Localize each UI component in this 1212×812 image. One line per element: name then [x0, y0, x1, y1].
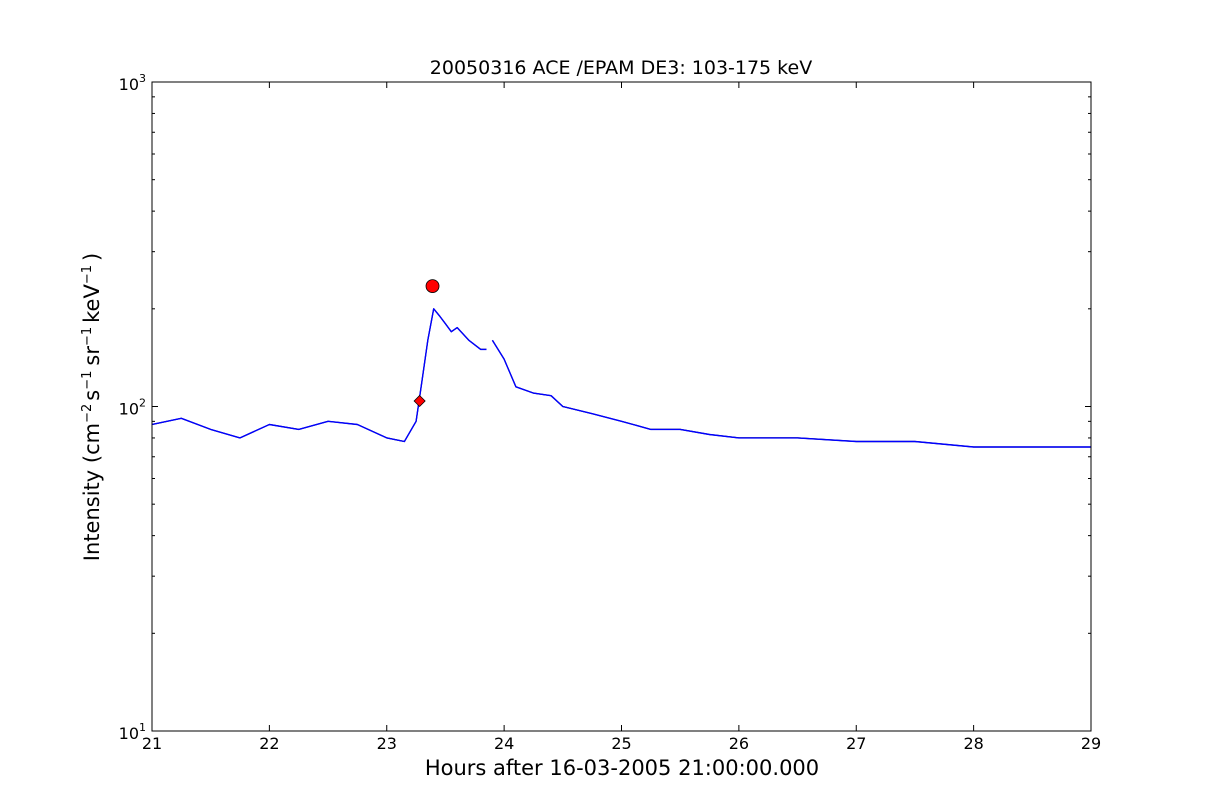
- x-tick-label: 27: [846, 734, 866, 753]
- series-smoothed-line-0: [152, 308, 487, 443]
- y-label-suffix: ): [80, 253, 104, 261]
- y-tick-exponent: 1: [139, 721, 146, 734]
- y-label-exp3: −1: [80, 327, 95, 346]
- x-tick-label: 23: [377, 734, 397, 753]
- x-axis-label: Hours after 16-03-2005 21:00:00.000: [425, 756, 819, 780]
- y-tick-exponent: 2: [139, 397, 146, 410]
- y-tick-base: 10: [119, 724, 139, 743]
- x-tick-label: 28: [963, 734, 983, 753]
- y-label-prefix: Intensity (cm: [80, 423, 104, 561]
- y-tick-base: 10: [119, 75, 139, 94]
- x-tick-label: 24: [494, 734, 514, 753]
- plot-frame: [151, 81, 1092, 732]
- marker-diamond-0: [413, 394, 426, 408]
- series-smoothed-line-1: [491, 339, 1091, 448]
- chart-title: 20050316 ACE /EPAM DE3: 103-175 keV: [430, 57, 812, 79]
- y-label-part4: keV: [80, 284, 104, 323]
- x-tick-label: 22: [259, 734, 279, 753]
- x-tick-label: 29: [1081, 734, 1101, 753]
- y-label-exp2: −1: [80, 371, 95, 390]
- y-tick-label: 101: [119, 721, 146, 743]
- x-tick-label: 26: [729, 734, 749, 753]
- y-tick-exponent: 3: [139, 72, 146, 85]
- y-label-exp1: −2: [80, 404, 95, 423]
- y-tick-label: 102: [119, 397, 146, 419]
- y-label-part3: sr: [80, 346, 104, 366]
- y-tick-base: 10: [119, 400, 139, 419]
- plot-area: [152, 308, 1091, 448]
- y-axis-label: Intensity (cm−2s−1sr−1keV−1): [80, 253, 104, 561]
- x-tick-label: 21: [142, 734, 162, 753]
- marker-circle-1: [425, 279, 440, 293]
- y-tick-label: 103: [119, 72, 146, 94]
- event-markers: [413, 279, 440, 408]
- y-label-exp4: −1: [80, 265, 95, 284]
- y-label-part2: s: [80, 390, 104, 401]
- x-tick-label: 25: [611, 734, 631, 753]
